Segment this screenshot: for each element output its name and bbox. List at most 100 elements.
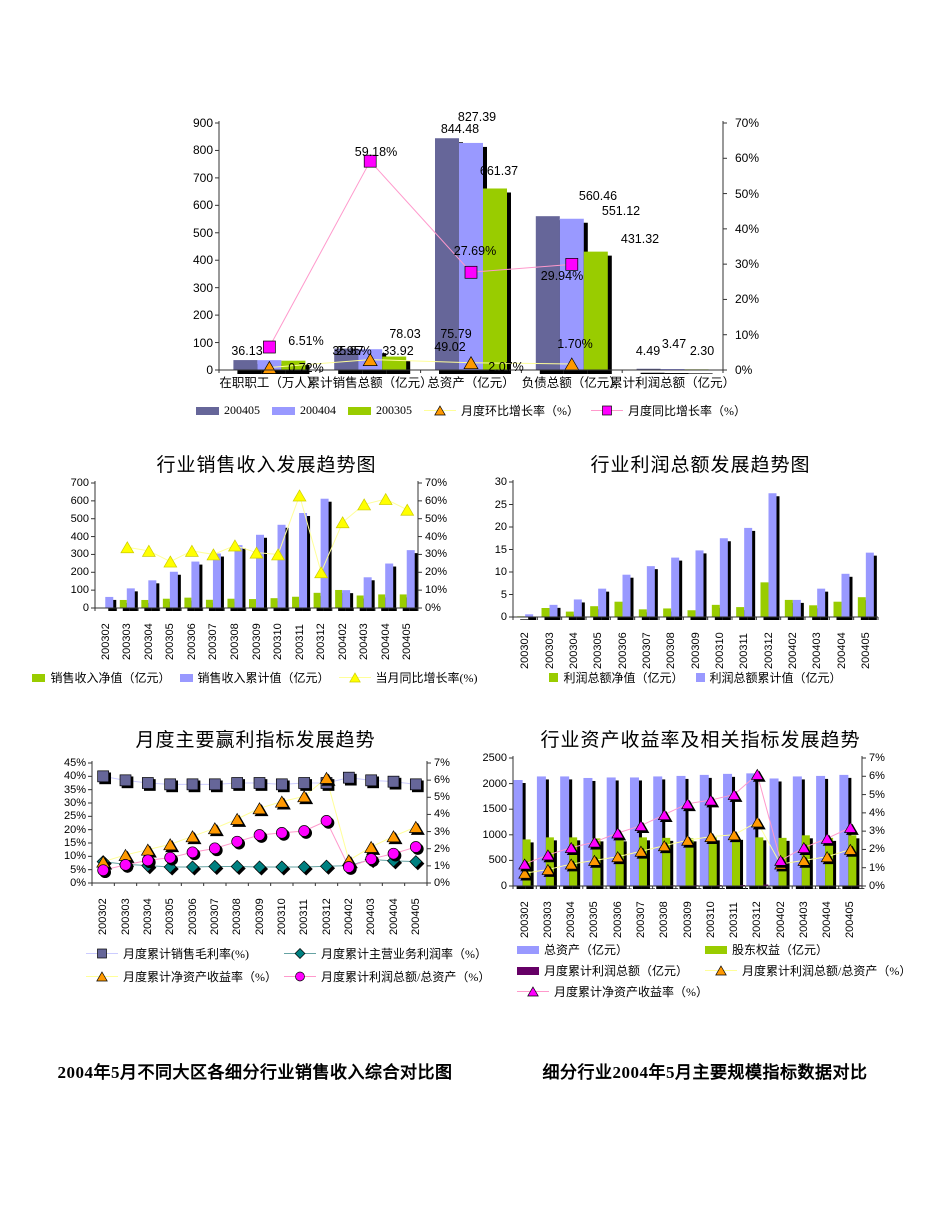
triangle-marker xyxy=(348,672,361,683)
bar xyxy=(662,837,671,886)
triangle-marker xyxy=(727,829,741,841)
legend-label: 月度累计净资产收益率（%） xyxy=(123,970,277,984)
series-swatch xyxy=(517,945,539,954)
bar xyxy=(653,776,663,886)
line-marker-swatch xyxy=(284,947,316,960)
bar xyxy=(513,780,523,886)
right-axis-tick-label: 70% xyxy=(425,477,448,489)
triangle-marker xyxy=(96,971,108,982)
bar xyxy=(816,775,826,886)
marker-value-label: 59.18% xyxy=(354,145,398,159)
y-axis-tick-label: 15% xyxy=(63,837,86,849)
legend-label: 月度环比增长率（%） xyxy=(461,404,579,418)
x-axis-tick-label: 200309 xyxy=(250,623,263,660)
x-axis-tick-label: 200309 xyxy=(681,901,694,938)
x-axis-tick-label: 200310 xyxy=(272,623,285,660)
bar xyxy=(760,582,769,617)
x-axis-tick-label: 200402 xyxy=(342,898,355,935)
line-marker-swatch xyxy=(338,671,371,684)
bar xyxy=(663,608,672,617)
triangle-marker xyxy=(588,836,601,848)
right-axis-tick-label: 30% xyxy=(425,548,448,561)
triangle-marker xyxy=(564,841,578,853)
legend-label: 月度累计利润总额/总资产（%） xyxy=(321,970,491,984)
x-axis-tick-label: 200307 xyxy=(634,901,647,938)
triangle-marker xyxy=(611,851,625,863)
asset_return-plot xyxy=(509,756,866,889)
legend-label: 月度累计净资产收益率（%） xyxy=(554,985,708,999)
bar xyxy=(119,599,127,608)
x-axis-tick-label: 200306 xyxy=(185,623,198,660)
legend-label: 当月同比增长率(%) xyxy=(375,671,478,685)
legend-item: 月度累计净资产收益率（%） xyxy=(86,968,277,985)
bar-value-label: 560.46 xyxy=(578,189,618,203)
x-axis-tick-label: 200305 xyxy=(592,632,605,669)
legend-item: 销售收入净值（亿元） xyxy=(32,669,171,686)
x-axis-tick-label: 200402 xyxy=(786,632,799,669)
profitability-chart-legend: 月度累计销售毛利率(%) 月度累计主营业务利润率（%） 月度累计净资产收益率（%… xyxy=(86,945,490,985)
legend-item: 利润总额累计值（亿元） xyxy=(695,669,842,686)
bar xyxy=(685,838,694,886)
x-axis-tick-label: 200305 xyxy=(164,623,177,660)
bar xyxy=(536,776,546,886)
x-axis-tick-label: 200405 xyxy=(401,623,414,660)
x-axis-tick-label: 200304 xyxy=(567,632,580,669)
circle-marker xyxy=(97,864,110,877)
y-axis-tick-label: 500 xyxy=(488,854,507,867)
profitability_trend-plot xyxy=(88,761,431,886)
right-axis-tick-label: 70% xyxy=(735,116,760,130)
y-axis-tick-label: 800 xyxy=(192,143,213,158)
bar xyxy=(459,142,483,370)
x-axis-tick-label: 200306 xyxy=(616,632,629,669)
x-axis-tick-label: 200308 xyxy=(231,898,244,935)
profit-chart-title: 行业利润总额发展趋势图 xyxy=(590,455,811,476)
diamond-marker xyxy=(409,855,423,869)
bar-value-label: 431.32 xyxy=(620,232,660,246)
square-marker xyxy=(164,778,177,791)
assets-chart-title: 行业资产收益率及相关指标发展趋势 xyxy=(540,730,861,751)
diamond-marker xyxy=(319,859,334,873)
y-axis-tick-label: 400 xyxy=(192,253,213,268)
bar xyxy=(363,577,372,608)
bar xyxy=(841,573,850,617)
line-marker-swatch xyxy=(591,404,623,417)
bar-value-label: 551.12 xyxy=(601,204,641,218)
y-axis-tick-label: 20% xyxy=(63,823,86,836)
bar xyxy=(833,601,842,617)
x-axis-tick-label: 200307 xyxy=(640,632,653,669)
triangle-marker xyxy=(843,843,857,855)
series-swatch xyxy=(705,945,727,954)
right-axis-tick-label: 1% xyxy=(869,861,885,874)
x-axis-tick-label: 200306 xyxy=(186,898,199,935)
x-axis-category-label: 在职职工（万人） xyxy=(219,376,320,390)
bar xyxy=(671,557,680,617)
y-axis-tick-label: 600 xyxy=(70,494,89,507)
y-axis-tick-label: 30% xyxy=(63,797,86,809)
bar xyxy=(646,566,655,617)
x-axis-tick-label: 200302 xyxy=(518,901,531,938)
y-axis-tick-label: 900 xyxy=(192,116,213,130)
legend-item: 月度累计净资产收益率（%） xyxy=(517,983,708,1000)
x-axis-tick-label: 200311 xyxy=(293,624,306,660)
circle-marker xyxy=(387,847,400,860)
legend-marker-svg xyxy=(705,965,737,976)
y-axis-tick-label: 20 xyxy=(494,521,507,533)
circle-marker xyxy=(253,829,266,841)
legend-label: 200405 xyxy=(224,403,260,417)
bar-value-label: 3.47 xyxy=(661,337,687,351)
y-axis-tick-label: 200 xyxy=(70,566,89,579)
y-axis-tick-label: 1500 xyxy=(482,803,507,816)
triangle-marker xyxy=(249,546,264,559)
bar xyxy=(573,599,582,617)
diamond-marker xyxy=(185,860,200,874)
triangle-marker xyxy=(386,830,401,843)
bar xyxy=(406,550,415,608)
triangle-marker xyxy=(120,541,135,554)
triangle-marker xyxy=(252,802,267,815)
y-axis-tick-label: 10% xyxy=(63,850,86,863)
triangle-marker xyxy=(227,539,242,552)
x-axis-tick-label: 200305 xyxy=(588,901,601,938)
bar xyxy=(583,777,593,886)
circle-marker xyxy=(186,846,199,859)
right-axis-tick-label: 20% xyxy=(735,292,760,307)
